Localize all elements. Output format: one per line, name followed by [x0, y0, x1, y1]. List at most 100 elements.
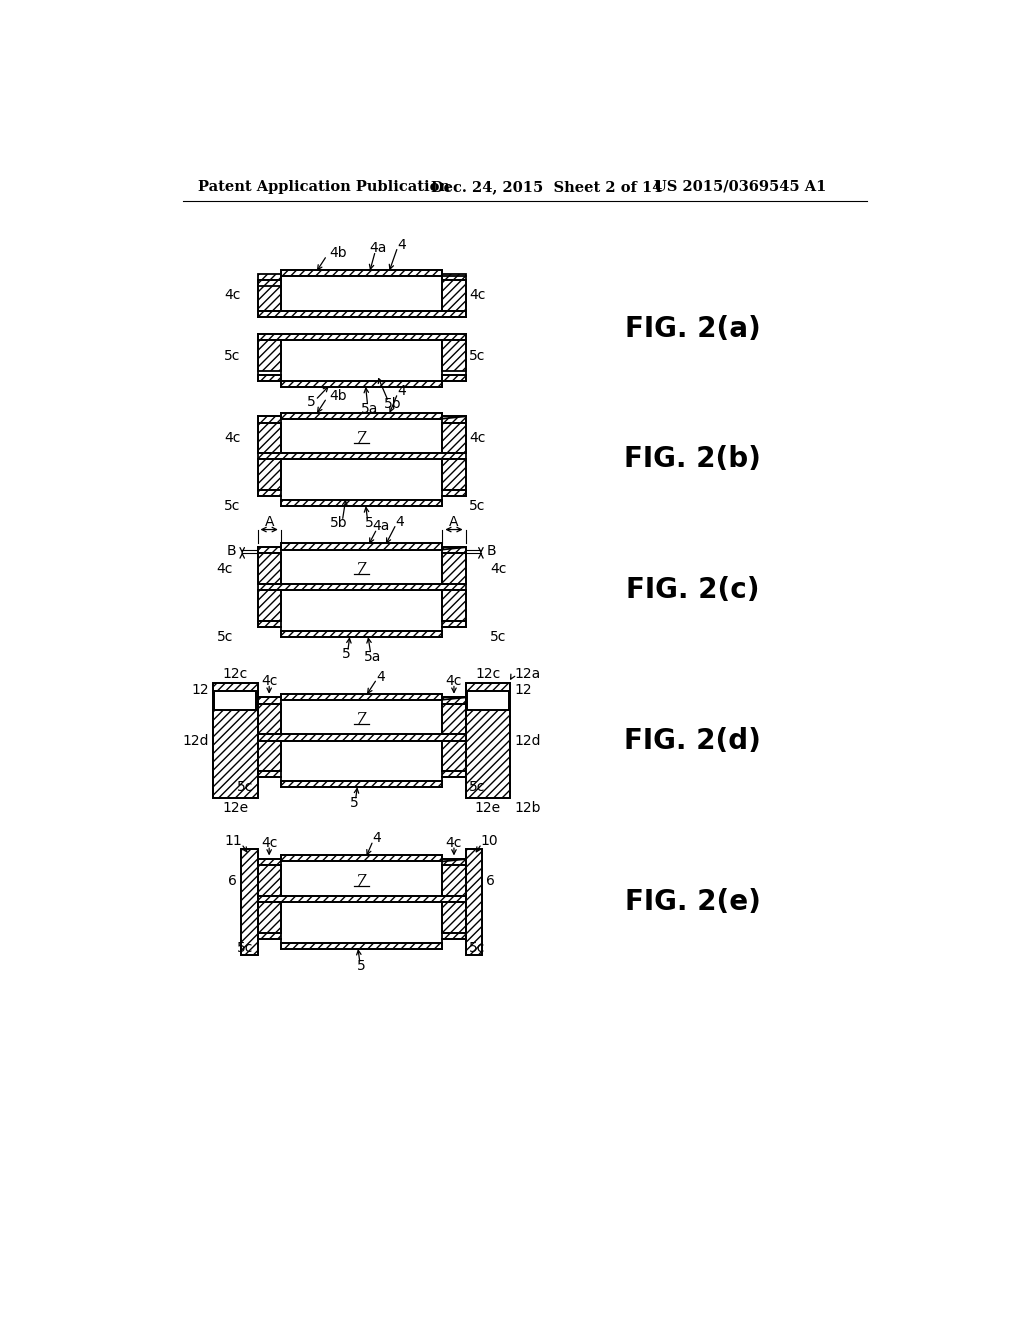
Bar [442, 771, 466, 777]
Bar [258, 375, 281, 381]
Bar [467, 692, 509, 710]
Text: FIG. 2(d): FIG. 2(d) [625, 726, 761, 755]
Text: 4c: 4c [445, 675, 462, 688]
Bar [281, 693, 442, 700]
Text: 4c: 4c [224, 430, 241, 445]
Text: 4c: 4c [445, 836, 462, 850]
Bar [258, 334, 466, 341]
Text: 12a: 12a [514, 667, 541, 681]
Text: 12d: 12d [182, 734, 209, 747]
Bar [258, 697, 281, 704]
Bar [281, 500, 442, 507]
Bar [258, 553, 281, 585]
Text: 4: 4 [397, 384, 406, 397]
Text: FIG. 2(a): FIG. 2(a) [625, 314, 761, 343]
Text: A: A [450, 515, 459, 529]
Bar [466, 849, 482, 956]
Bar [213, 682, 258, 799]
Bar [258, 704, 281, 734]
Text: 5c: 5c [224, 348, 241, 363]
Bar [258, 275, 281, 280]
Bar [258, 548, 281, 553]
Text: 5c: 5c [238, 941, 254, 956]
Text: 12d: 12d [514, 734, 541, 747]
Text: 4c: 4c [261, 836, 278, 850]
Bar [442, 704, 466, 734]
Text: 4: 4 [377, 669, 385, 684]
Text: 4c: 4c [224, 289, 241, 302]
Text: 12: 12 [514, 682, 531, 697]
Text: 4c: 4c [469, 289, 485, 302]
Text: 4c: 4c [469, 430, 485, 445]
Bar [241, 849, 258, 956]
Text: 12b: 12b [514, 800, 541, 814]
Text: 11: 11 [225, 834, 243, 849]
Text: 4c: 4c [217, 562, 233, 576]
Text: 12c: 12c [222, 667, 248, 681]
Bar [258, 585, 466, 590]
Text: 4c: 4c [490, 562, 507, 576]
Text: 5a: 5a [360, 401, 378, 416]
Bar [258, 896, 466, 903]
Bar [213, 682, 258, 799]
Text: 10: 10 [480, 834, 499, 849]
Bar [442, 866, 466, 896]
Bar [442, 422, 466, 453]
Bar [281, 855, 442, 862]
Text: Patent Application Publication: Patent Application Publication [199, 180, 451, 194]
Text: 5b: 5b [330, 516, 347, 531]
Text: FIG. 2(b): FIG. 2(b) [625, 445, 761, 474]
Text: 5: 5 [349, 796, 358, 810]
Text: 5: 5 [357, 960, 366, 973]
Text: 6: 6 [486, 874, 496, 887]
Text: 4a: 4a [372, 520, 389, 533]
Text: FIG. 2(e): FIG. 2(e) [625, 888, 761, 916]
Bar [258, 734, 466, 741]
Bar [442, 859, 466, 866]
Text: 5c: 5c [469, 348, 485, 363]
Bar [258, 341, 281, 371]
Bar [442, 590, 466, 622]
Bar [258, 490, 281, 496]
Bar [442, 341, 466, 371]
Bar [258, 866, 281, 896]
Bar [442, 903, 466, 933]
Text: US 2015/0369545 A1: US 2015/0369545 A1 [654, 180, 826, 194]
Bar [258, 422, 281, 453]
Text: 5c: 5c [469, 499, 485, 512]
Text: 12: 12 [191, 682, 209, 697]
Bar [281, 942, 442, 949]
Bar [442, 741, 466, 771]
Bar [442, 459, 466, 490]
Bar [258, 903, 281, 933]
Bar [214, 692, 256, 710]
Text: 4c: 4c [261, 675, 278, 688]
Bar [258, 622, 281, 627]
Bar [442, 490, 466, 496]
Text: 4a: 4a [370, 242, 387, 256]
Text: 4: 4 [397, 238, 406, 252]
Bar [442, 697, 466, 704]
Bar [442, 280, 466, 312]
Text: 12e: 12e [475, 800, 501, 814]
Text: 6: 6 [228, 874, 237, 887]
Text: 5: 5 [365, 516, 374, 531]
Text: A: A [264, 515, 273, 529]
Text: 4b: 4b [330, 246, 347, 260]
Text: B: B [487, 544, 497, 558]
Bar [281, 544, 442, 549]
Text: 5a: 5a [365, 649, 382, 664]
Text: 5c: 5c [224, 499, 241, 512]
Bar [467, 692, 509, 710]
Text: 5b: 5b [384, 397, 401, 411]
Text: Dec. 24, 2015  Sheet 2 of 14: Dec. 24, 2015 Sheet 2 of 14 [431, 180, 663, 194]
Bar [442, 933, 466, 940]
Text: FIG. 2(c): FIG. 2(c) [626, 577, 760, 605]
Bar [258, 771, 281, 777]
Bar [258, 459, 281, 490]
Text: 5c: 5c [469, 941, 485, 956]
Text: 7: 7 [356, 430, 367, 447]
Bar [442, 416, 466, 422]
Bar [281, 413, 442, 418]
Bar [466, 682, 510, 799]
